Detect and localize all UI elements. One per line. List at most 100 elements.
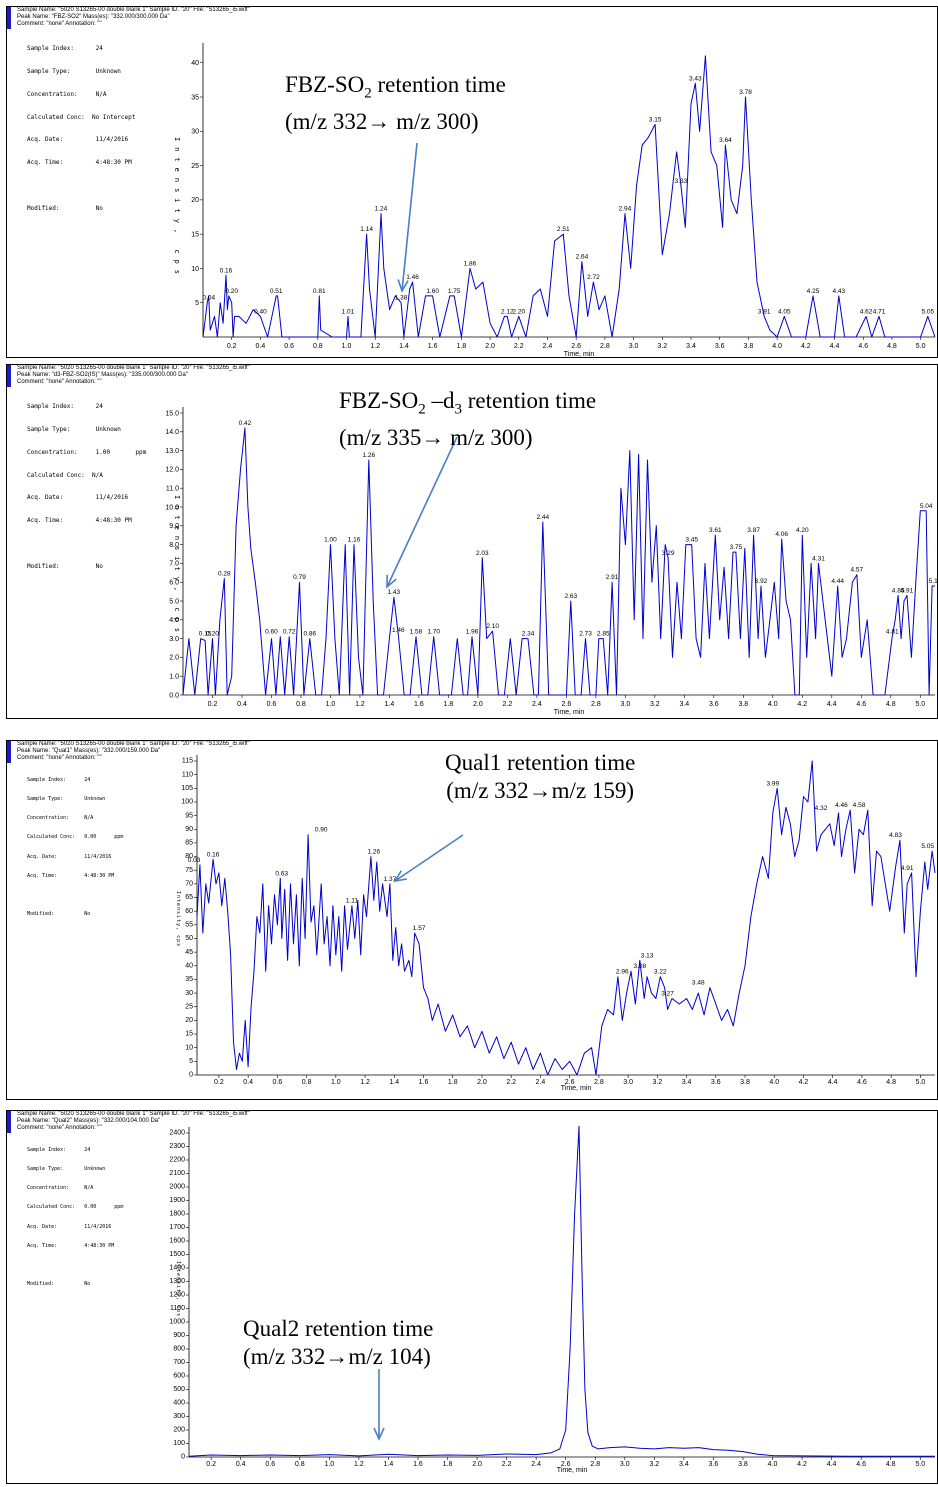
x-tick-label: 3.4 [679,1461,689,1468]
y-tick-label: 2200 [169,1157,185,1164]
y-tick-label: 25 [191,163,199,170]
meta-line: Acq. Date: 11/4/2016 [27,1223,112,1230]
x-tick-label: 3.0 [629,343,639,350]
y-tick-label: 4.0 [169,617,179,624]
peak-label: 4.91 [901,587,914,594]
meta-line: Acq. Time: 4:48:30 PM [27,1242,115,1249]
x-tick-label: 1.6 [419,1079,429,1086]
x-tick-label: 3.8 [744,343,754,350]
y-tick-label: 2300 [169,1143,185,1150]
meta-line: Calculated Conc: 0.00 ppm [27,834,124,841]
y-tick-label: 14.0 [165,429,179,436]
y-tick-label: 5 [189,1058,193,1065]
y-tick-label: 10.0 [165,504,179,511]
sample-meta: Sample Index: 24 Sample Type: Unknown Co… [27,388,146,585]
y-tick-label: 95 [185,812,193,819]
x-tick-label: 0.8 [296,701,306,708]
x-tick-label: 4.2 [799,1079,809,1086]
peak-label: 2.10 [486,623,499,630]
x-tick-label: 0.4 [237,701,247,708]
x-tick-label: 0.2 [206,1461,216,1468]
peak-label: 1.58 [410,629,423,636]
peak-label: 3.43 [689,75,702,82]
x-tick-label: 0.6 [284,343,294,350]
peak-label: 3.29 [662,550,675,557]
x-tick-label: 3.8 [738,1461,748,1468]
sample-meta: Sample Index: 24 Sample Type: Unknown Co… [27,764,123,931]
y-tick-label: 105 [181,785,193,792]
meta-line: Concentration: N/A [27,90,107,98]
peak-label: 4.05 [778,308,791,315]
x-tick-label: 0.6 [267,701,277,708]
y-tick-label: 45 [185,949,193,956]
x-tick-label: 2.4 [543,343,553,350]
peak-label: 2.85 [597,631,610,638]
x-tick-label: 3.2 [652,1079,662,1086]
x-tick-label: 2.0 [477,1079,487,1086]
y-tick-label: 40 [191,60,199,67]
x-tick-label: 4.6 [857,1079,867,1086]
y-tick-label: 8.0 [169,542,179,549]
header-line: Comment: "none" Annotation: "" [17,21,102,27]
peak-label: 1.01 [342,308,355,315]
x-tick-label: 1.2 [360,1079,370,1086]
x-tick-label: 4.6 [856,701,866,708]
peak-label: 4.20 [796,527,809,534]
peak-label: 3.99 [766,780,779,787]
peak-label: 3.15 [649,116,662,123]
x-tick-label: 2.4 [532,701,542,708]
peak-label: 4.31 [812,555,825,562]
arrow-shaft [394,834,464,882]
y-tick-label: 2100 [169,1170,185,1177]
y-tick-label: 60 [185,908,193,915]
y-axis-label: Intensity, cps [175,891,181,948]
header-bar-icon [7,365,11,387]
y-tick-label: 100 [181,799,193,806]
x-tick-label: 0.4 [256,343,266,350]
x-tick-label: 3.2 [657,343,667,350]
y-tick-label: 700 [173,1359,185,1366]
x-tick-label: 1.2 [370,343,380,350]
peak-label: 1.46 [392,627,405,634]
peak-label: 1.16 [348,537,361,544]
x-tick-label: 0.2 [214,1079,224,1086]
peak-label: 2.34 [522,631,535,638]
x-tick-label: 0.6 [273,1079,283,1086]
meta-line: Acq. Date: 11/4/2016 [27,136,129,144]
x-axis-label: Time, min [564,351,595,357]
peak-label: 0.16 [207,851,220,858]
peak-label: 2.51 [557,226,570,233]
peak-label: 2.64 [576,254,589,261]
x-tick-label: 0.6 [265,1461,275,1468]
arrow-icon [393,870,408,883]
meta-line: Concentration: 1.00 ppm [27,448,147,456]
x-tick-label: 4.2 [801,343,811,350]
chart-panel: Sample Name: "5020 S13265-00 double blan… [6,364,938,719]
y-tick-label: 30 [185,990,193,997]
y-tick-label: 9.0 [169,523,179,530]
y-tick-label: 0.0 [169,692,179,699]
peak-label: 3.87 [747,527,760,534]
x-axis-label: Time, min [554,709,585,716]
x-tick-label: 3.8 [738,701,748,708]
x-tick-label: 2.8 [590,1461,600,1468]
peak-label: 0.03 [188,857,201,864]
annotation-text: FBZ-SO2 –d3 retention time (m/z 335→ m/z… [339,388,597,450]
x-tick-label: 2.0 [472,1461,482,1468]
x-tick-label: 4.4 [827,1461,837,1468]
x-tick-label: 4.2 [797,701,807,708]
peak-label: 5.05 [921,308,934,315]
arrow-shaft [401,142,418,292]
x-tick-label: 3.6 [709,1461,719,1468]
x-tick-label: 2.2 [506,1079,516,1086]
header-line: Comment: "none" Annotation: "" [17,1125,102,1131]
meta-line: Sample Type: Unknown [27,67,121,75]
x-tick-label: 2.0 [485,343,495,350]
x-tick-label: 3.6 [709,701,719,708]
y-tick-label: 1200 [169,1292,185,1299]
y-tick-label: 300 [173,1413,185,1420]
meta-line: Sample Index: 24 [27,403,103,411]
sample-meta: Sample Index: 24 Sample Type: Unknown Co… [27,30,135,227]
peak-label: 3.33 [675,178,688,185]
meta-line: Sample Index: 24 [27,776,91,783]
